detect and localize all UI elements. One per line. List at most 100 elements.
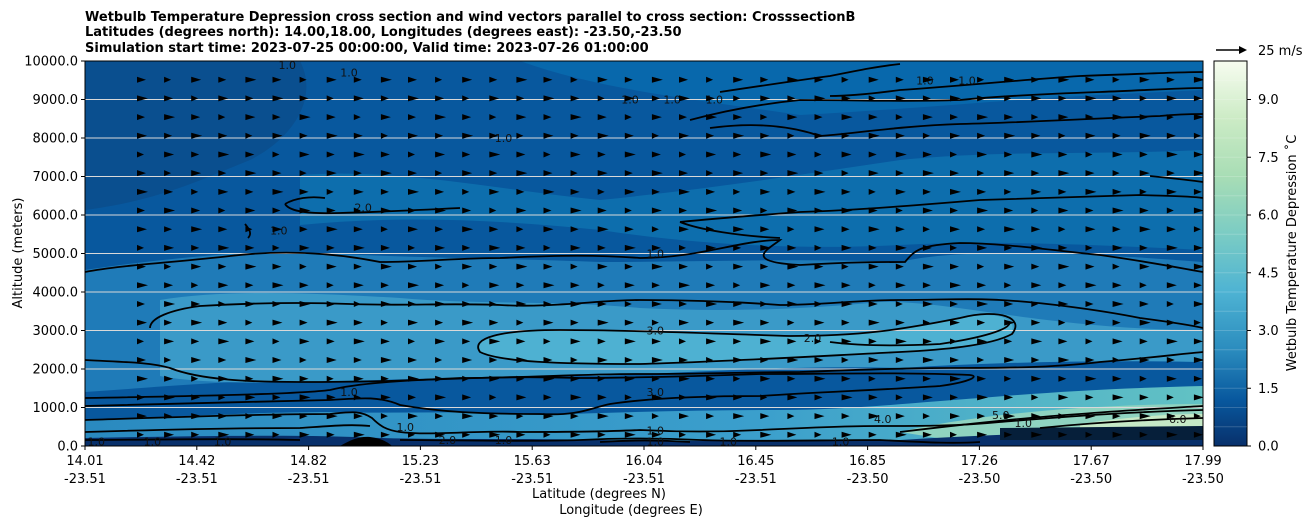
wind-vector-arrow — [137, 431, 144, 438]
contour-label: 1.0 — [646, 425, 664, 438]
wind-vector-arrow — [1139, 244, 1148, 251]
wind-vector-arrow — [299, 95, 309, 102]
wind-vector-arrow — [922, 95, 931, 102]
wind-vector-arrow — [760, 375, 771, 382]
wind-vector-arrow — [922, 300, 933, 307]
wind-vector-arrow — [137, 188, 148, 195]
wind-vector-arrow — [570, 413, 579, 420]
wind-vector-arrow — [977, 394, 989, 401]
wind-vector-arrow — [950, 431, 957, 438]
wind-vector-arrow — [408, 357, 417, 364]
wind-vector-arrow — [922, 76, 934, 83]
wind-vector-arrow — [1166, 413, 1176, 420]
wind-vector-arrow — [706, 170, 714, 177]
y-tick-label: 2000.0 — [33, 363, 79, 378]
wind-vector-arrow — [1004, 431, 1013, 438]
wind-vector-arrow — [353, 338, 365, 345]
wind-vector-arrow — [380, 151, 390, 158]
wind-vector-arrow — [245, 282, 254, 289]
wind-vector-arrow — [895, 95, 906, 102]
wind-vector-arrow — [1031, 300, 1039, 307]
wind-vector-arrow — [841, 413, 850, 420]
wind-vector-arrow — [868, 431, 877, 438]
contour-label: 1.0 — [340, 67, 358, 80]
wind-vector-arrow — [191, 431, 200, 438]
wind-vector-arrow — [435, 413, 444, 420]
wind-vector-arrow — [1112, 300, 1124, 307]
wind-vector-arrow — [489, 244, 501, 251]
wind-vector-arrow — [706, 282, 716, 289]
wind-vector-arrow — [597, 431, 606, 438]
wind-vector-arrow — [543, 226, 554, 233]
wind-vector-arrow — [733, 188, 741, 195]
wind-vector-arrow — [380, 226, 388, 233]
wind-vector-arrow — [760, 170, 769, 177]
wind-vector-arrow — [462, 300, 472, 307]
wind-vector-arrow — [787, 244, 797, 251]
wind-vector-arrow — [164, 226, 173, 233]
wind-vector-arrow — [299, 76, 307, 83]
wind-vector-arrow — [1139, 151, 1148, 158]
wind-vector-arrow — [1031, 188, 1042, 195]
x-tick-label-lat: 15.63 — [514, 454, 551, 469]
wind-vector-arrow — [462, 76, 473, 83]
wind-vector-arrow — [1193, 244, 1203, 251]
wind-vector-arrow — [760, 76, 769, 83]
wind-vector-arrow — [218, 207, 226, 214]
wind-vector-arrow — [787, 300, 798, 307]
wind-vector-arrow — [1166, 431, 1178, 438]
wind-vector-arrow — [218, 394, 226, 401]
wind-vector-arrow — [1139, 413, 1151, 420]
wind-vector-arrow — [733, 375, 741, 382]
wind-vector-arrow — [977, 226, 986, 233]
wind-vector-arrow — [787, 319, 795, 326]
wind-vector-arrow — [895, 114, 903, 121]
wind-vector-arrow — [191, 413, 203, 420]
wind-vector-arrow — [218, 76, 227, 83]
wind-vector-arrow — [164, 357, 172, 364]
wind-vector-arrow — [814, 132, 825, 139]
wind-vector-arrow — [516, 114, 527, 121]
wind-vector-arrow — [137, 300, 145, 307]
wind-vector-arrow — [706, 375, 716, 382]
wind-vector-arrow — [895, 188, 906, 195]
wind-vector-arrow — [895, 207, 903, 214]
wind-vector-arrow — [462, 319, 474, 326]
wind-vector-arrow — [922, 151, 932, 158]
wind-vector-arrow — [841, 207, 853, 214]
wind-vector-arrow — [570, 226, 579, 233]
wind-vector-arrow — [516, 188, 525, 195]
wind-vector-arrow — [245, 413, 253, 420]
colorbar-bands — [1214, 79, 1247, 428]
contour-lines — [85, 63, 1203, 444]
wind-vector-arrow — [1112, 244, 1123, 251]
wind-vector-arrow — [137, 375, 148, 382]
wind-vector-arrow — [272, 263, 282, 270]
contour-label: 1.0 — [663, 94, 681, 107]
wind-vector-arrow — [570, 188, 580, 195]
wind-vector-arrow — [814, 151, 822, 158]
wind-vector-arrow — [191, 375, 199, 382]
contour-line — [899, 405, 1203, 433]
wind-vector-arrow — [245, 244, 255, 251]
wind-vector-arrow — [380, 394, 391, 401]
wind-vector-arrow — [462, 151, 471, 158]
wind-vector-arrow — [1085, 151, 1093, 158]
wind-vector-arrow — [435, 170, 443, 177]
wind-vector-arrow — [353, 282, 364, 289]
wind-vector-arrow — [326, 170, 337, 177]
x-tick-label-lon: -23.50 — [847, 472, 889, 487]
wind-vector-arrow — [760, 394, 768, 401]
x-tick-label-lon: -23.51 — [511, 472, 553, 487]
wind-vector-arrow — [326, 431, 335, 438]
x-tick-label-lon: -23.51 — [288, 472, 330, 487]
wind-vector-arrow — [760, 207, 768, 214]
wind-vector-arrow — [1085, 226, 1096, 233]
wind-vector-arrow — [326, 207, 336, 214]
wind-vector-arrow — [1193, 413, 1201, 420]
wind-vector-arrow — [868, 207, 878, 214]
wind-vector-arrow — [841, 394, 853, 401]
wind-vector-arrow — [137, 282, 148, 289]
wind-vector-arrow — [272, 357, 282, 364]
wind-vector-arrow — [1112, 132, 1121, 139]
